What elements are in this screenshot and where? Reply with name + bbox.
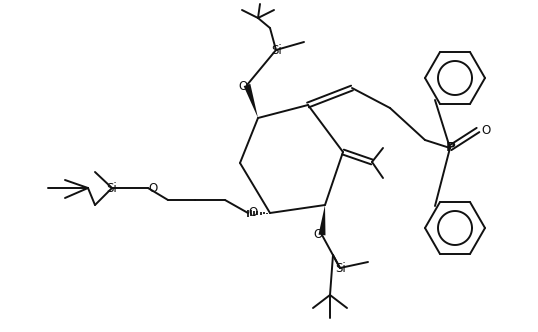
Text: P: P bbox=[446, 140, 456, 153]
Text: Si: Si bbox=[107, 182, 117, 195]
Text: O: O bbox=[148, 182, 158, 195]
Text: O: O bbox=[249, 206, 258, 218]
Text: O: O bbox=[238, 79, 247, 93]
Text: O: O bbox=[482, 124, 491, 136]
Polygon shape bbox=[318, 205, 325, 235]
Polygon shape bbox=[244, 84, 258, 118]
Text: Si: Si bbox=[272, 43, 282, 56]
Text: O: O bbox=[313, 227, 323, 240]
Text: Si: Si bbox=[336, 262, 346, 275]
